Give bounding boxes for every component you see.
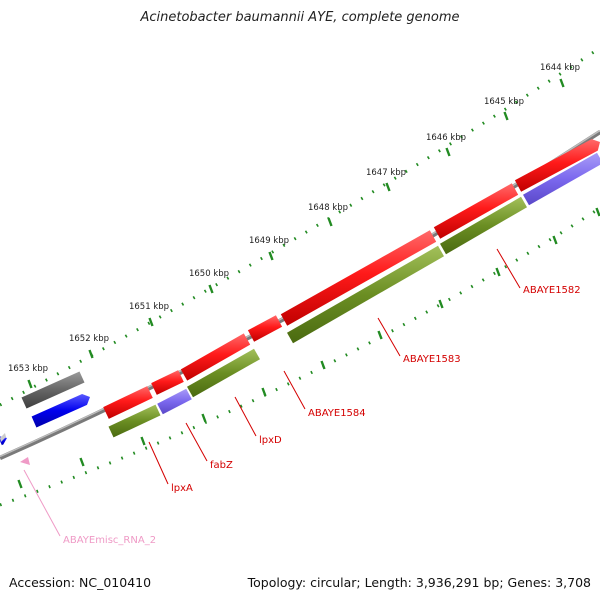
gene-label[interactable]: fabZ — [210, 460, 233, 471]
misc-rna-marker[interactable] — [20, 457, 30, 465]
ruler-inner-major-tick — [17, 479, 23, 489]
gene-feature-bar[interactable] — [433, 183, 519, 239]
gene-feature-bar[interactable] — [151, 370, 184, 395]
gene-feature-bar[interactable] — [187, 348, 260, 398]
ruler-label: 1648 kbp — [308, 203, 348, 213]
gene-feature-bar[interactable] — [523, 152, 600, 206]
gene-label-leader — [283, 370, 306, 410]
ruler-inner-major-tick — [201, 413, 207, 423]
ruler-label: 1646 kbp — [426, 133, 466, 143]
gene-feature-bar[interactable] — [31, 394, 91, 428]
ruler-major-tick — [27, 379, 33, 389]
ruler-inner-major-tick — [79, 457, 85, 467]
gene-feature-bar[interactable] — [103, 386, 153, 419]
gene-label[interactable]: ABAYEmisc_RNA_2 — [63, 535, 156, 546]
gene-feature-bar[interactable] — [514, 139, 600, 192]
gene-label-leader — [496, 248, 521, 289]
genome-summary-text: Topology: circular; Length: 3,936,291 bp… — [247, 575, 591, 590]
ruler-label: 1645 kbp — [484, 97, 524, 107]
gene-label-leader — [185, 422, 208, 462]
ruler-major-tick — [327, 217, 333, 227]
ruler-major-tick — [559, 78, 565, 88]
gene-feature-bar[interactable] — [287, 245, 444, 344]
gene-feature-bar[interactable] — [180, 333, 251, 381]
gene-label[interactable]: lpxA — [171, 483, 193, 494]
ruler-major-tick — [445, 147, 451, 157]
ruler-inner-dots — [0, 206, 600, 507]
gene-label[interactable]: lpxD — [259, 435, 282, 446]
gene-label[interactable]: ABAYE1584 — [308, 408, 366, 419]
ruler-label: 1653 kbp — [8, 364, 48, 374]
gene-feature-bar[interactable] — [247, 315, 283, 342]
ruler-label: 1651 kbp — [129, 302, 169, 312]
genome-backbone-highlight — [0, 129, 600, 458]
gene-feature-bar[interactable] — [108, 404, 161, 438]
ruler-label: 1649 kbp — [249, 236, 289, 246]
ruler-major-tick — [268, 251, 274, 261]
ruler-major-tick — [503, 111, 509, 121]
kbp-ruler: 1644 kbp 1645 kbp 1646 kbp 1647 kbp 1648 kbp… — [0, 46, 600, 507]
ruler-label: 1650 kbp — [189, 269, 229, 279]
gene-feature-bar[interactable] — [280, 230, 437, 326]
ruler-inner-major-tick — [140, 436, 146, 446]
gene-feature-bar[interactable] — [0, 433, 6, 442]
gene-feature-bar[interactable] — [21, 371, 85, 409]
gene-feature-bar[interactable] — [157, 388, 192, 415]
ruler-inner-major-tick — [261, 387, 267, 397]
gene-label-leader — [234, 396, 257, 437]
ruler-major-tick — [385, 182, 391, 192]
ruler-label: 1652 kbp — [69, 334, 109, 344]
ruler-label: 1644 kbp — [540, 63, 580, 73]
ruler-major-tick — [148, 317, 154, 327]
gene-label-leader — [148, 441, 169, 485]
ruler-major-tick — [88, 349, 94, 359]
gene-label-leader — [377, 317, 401, 357]
ruler-inner-major-tick — [438, 299, 444, 309]
ruler-inner-major-tick — [495, 267, 501, 277]
genome-backbone — [0, 130, 600, 461]
map-title: Acinetobacter baumannii AYE, complete ge… — [140, 10, 460, 25]
ruler-inner-major-tick — [320, 360, 326, 370]
gene-label-leader — [23, 469, 61, 537]
ruler-inner-major-tick — [377, 330, 383, 340]
gene-feature-bar[interactable] — [440, 196, 527, 255]
ruler-inner-major-tick — [552, 235, 558, 245]
ruler-label: 1647 kbp — [366, 168, 406, 178]
gene-label[interactable]: ABAYE1583 — [403, 354, 461, 365]
ruler-inner-major-tick — [595, 207, 600, 217]
accession-text: Accession: NC_010410 — [9, 575, 152, 590]
gene-features — [0, 139, 600, 465]
gene-label[interactable]: ABAYE1582 — [523, 285, 581, 296]
gene-labels: ABAYE1582 ABAYE1583 ABAYE1584 lpxD fabZ lpxA A… — [23, 248, 581, 546]
ruler-major-tick — [208, 284, 214, 294]
